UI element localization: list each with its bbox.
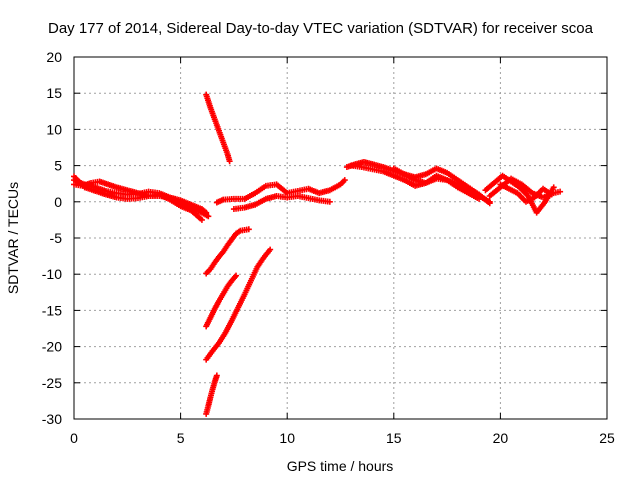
y-tick-label: -10: [42, 266, 62, 282]
x-tick-label: 5: [177, 430, 185, 446]
x-tick-label: 10: [279, 430, 295, 446]
y-tick-label: -5: [50, 230, 63, 246]
data-point: [486, 200, 493, 207]
series-arc-steep-high: [203, 91, 233, 165]
data-point: [548, 191, 555, 198]
series-arc-morning-c: [71, 173, 205, 223]
data-point: [550, 184, 557, 191]
series-arc-neg-c: [203, 246, 274, 363]
x-tick-label: 25: [599, 430, 615, 446]
series-arc-midday-b: [230, 193, 333, 213]
data-point: [198, 216, 205, 223]
y-axis-label: SDTVAR / TECUs: [5, 182, 21, 294]
y-tick-label: 0: [54, 194, 62, 210]
y-tick-label: 5: [54, 158, 62, 174]
data-point: [203, 209, 210, 216]
y-tick-label: 15: [46, 85, 62, 101]
data-point: [233, 272, 240, 279]
x-tick-label: 20: [493, 430, 509, 446]
y-tick-label: -30: [42, 411, 62, 427]
data-point: [205, 213, 212, 220]
series-arc-evening-c: [497, 181, 555, 205]
data-point: [557, 188, 564, 195]
data-point: [326, 198, 333, 205]
series-arc-afternoon-b: [348, 162, 483, 202]
y-tick-label: -20: [42, 339, 62, 355]
y-tick-label: -15: [42, 302, 62, 318]
data-point: [245, 226, 252, 233]
data-point: [226, 158, 233, 165]
axis-ticks: 0 5 10 15 20 25 -30 -25 -20 -15 -10 -5 0 5 10 15 20: [42, 49, 615, 446]
grid-lines: [74, 57, 607, 419]
series-arc-morning-b: [71, 178, 210, 216]
x-axis-label: GPS time / hours: [287, 458, 394, 474]
series-arc-neg-d: [203, 372, 220, 417]
data-point: [267, 246, 274, 253]
x-tick-label: 0: [70, 430, 78, 446]
chart-title: Day 177 of 2014, Sidereal Day-to-day VTE…: [48, 20, 594, 37]
y-tick-label: 20: [46, 49, 62, 65]
series-arc-neg-b: [203, 272, 240, 330]
y-tick-label: -25: [42, 375, 62, 391]
x-tick-label: 15: [386, 430, 402, 446]
series-arc-neg-a: [203, 226, 252, 277]
data-points: [71, 91, 564, 417]
series-arc-afternoon-c: [390, 165, 493, 207]
y-tick-label: 10: [46, 121, 62, 137]
data-point: [213, 372, 220, 379]
series-arc-midday-a: [213, 177, 348, 206]
data-point: [341, 177, 348, 184]
